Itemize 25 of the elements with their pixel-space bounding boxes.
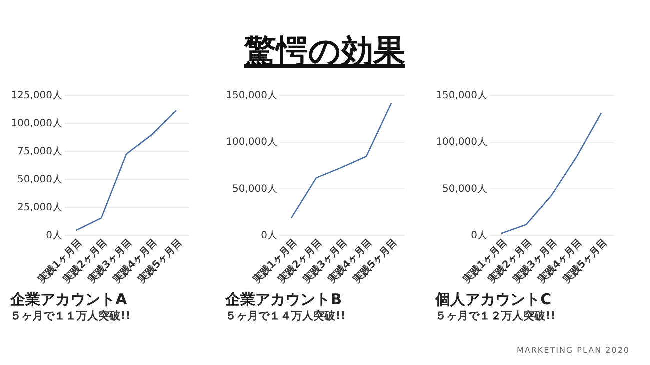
- line-series: [500, 112, 602, 234]
- y-tick-label: 100,000人: [436, 137, 488, 148]
- text: 企業アカウントB: [224, 290, 342, 308]
- text: MARKETING PLAN 2020: [516, 346, 630, 355]
- y-tick-label: 100,000人: [11, 118, 62, 130]
- y-tick-label: 0人: [471, 230, 488, 242]
- y-tick-label: 25,000人: [18, 202, 62, 214]
- text: ５ヶ月で１２万人突破!!: [436, 309, 556, 322]
- line-series: [76, 110, 178, 232]
- text: ５ヶ月で１１万人突破!!: [10, 309, 131, 322]
- y-tick-label: 100,000人: [226, 137, 278, 148]
- text: 企業アカウントA: [10, 290, 128, 308]
- y-tick-label: 150,000人: [226, 90, 278, 102]
- text: ５ヶ月で１４万人突破!!: [226, 309, 346, 322]
- y-tick-label: 150,000人: [436, 90, 488, 102]
- y-tick-label: 75,000人: [18, 146, 62, 158]
- text: 個人アカウントC: [434, 290, 552, 308]
- y-tick-label: 125,000人: [11, 90, 62, 102]
- line-series: [290, 102, 392, 219]
- y-tick-label: 0人: [261, 230, 278, 242]
- y-tick-label: 50,000人: [18, 174, 62, 186]
- y-tick-label: 50,000人: [442, 184, 488, 195]
- y-tick-label: 50,000人: [232, 184, 278, 195]
- y-tick-label: 0人: [46, 230, 62, 242]
- text: 驚愕の効果: [243, 31, 406, 72]
